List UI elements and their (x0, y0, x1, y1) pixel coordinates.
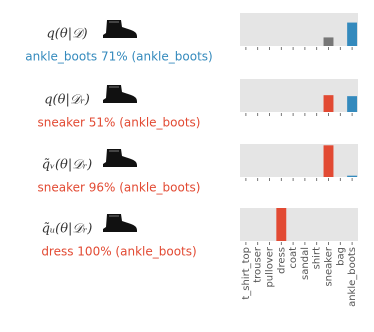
x-tick-label: sandal (300, 247, 311, 280)
plot-background (240, 13, 358, 46)
model-label: q̃ᵥ(θ|𝒟ᵣ) (42, 158, 92, 173)
prediction-caption: sneaker 96% (ankle_boots) (38, 181, 201, 195)
shoe-icon (102, 84, 138, 104)
shoe-icon (102, 213, 138, 233)
x-tick-label: shirt (312, 247, 323, 269)
x-tick-label: bag (335, 247, 346, 266)
prediction-caption: ankle_boots 71% (ankle_boots) (25, 50, 212, 64)
plot-background (240, 208, 358, 241)
bar (276, 208, 287, 241)
x-tick-label: dress (276, 247, 287, 274)
bar (347, 175, 358, 177)
x-tick-label: pullover (265, 246, 276, 287)
model-label: q(θ|𝒟ᵣ) (44, 93, 90, 108)
prediction-caption: sneaker 51% (ankle_boots) (38, 116, 201, 130)
bar (323, 37, 334, 46)
model-label: q(θ|𝒟) (46, 27, 87, 42)
bar (323, 145, 334, 177)
bar (347, 22, 358, 46)
bar (323, 95, 334, 112)
x-tick-label: sneaker (324, 246, 335, 286)
x-tick-label: t_shirt_top (241, 247, 252, 300)
plot-background (240, 144, 358, 177)
shoe-icon (102, 148, 138, 168)
x-tick-label: ankle_boots (347, 247, 358, 307)
plot-background (240, 79, 358, 112)
prediction-caption: dress 100% (ankle_boots) (41, 245, 196, 259)
x-tick-label: coat (288, 247, 299, 269)
model-label: q̃ᵤ(θ|𝒟ᵣ) (42, 222, 93, 237)
shoe-icon (102, 19, 138, 39)
x-tick-label: trouser (253, 246, 264, 283)
bar (347, 96, 358, 112)
